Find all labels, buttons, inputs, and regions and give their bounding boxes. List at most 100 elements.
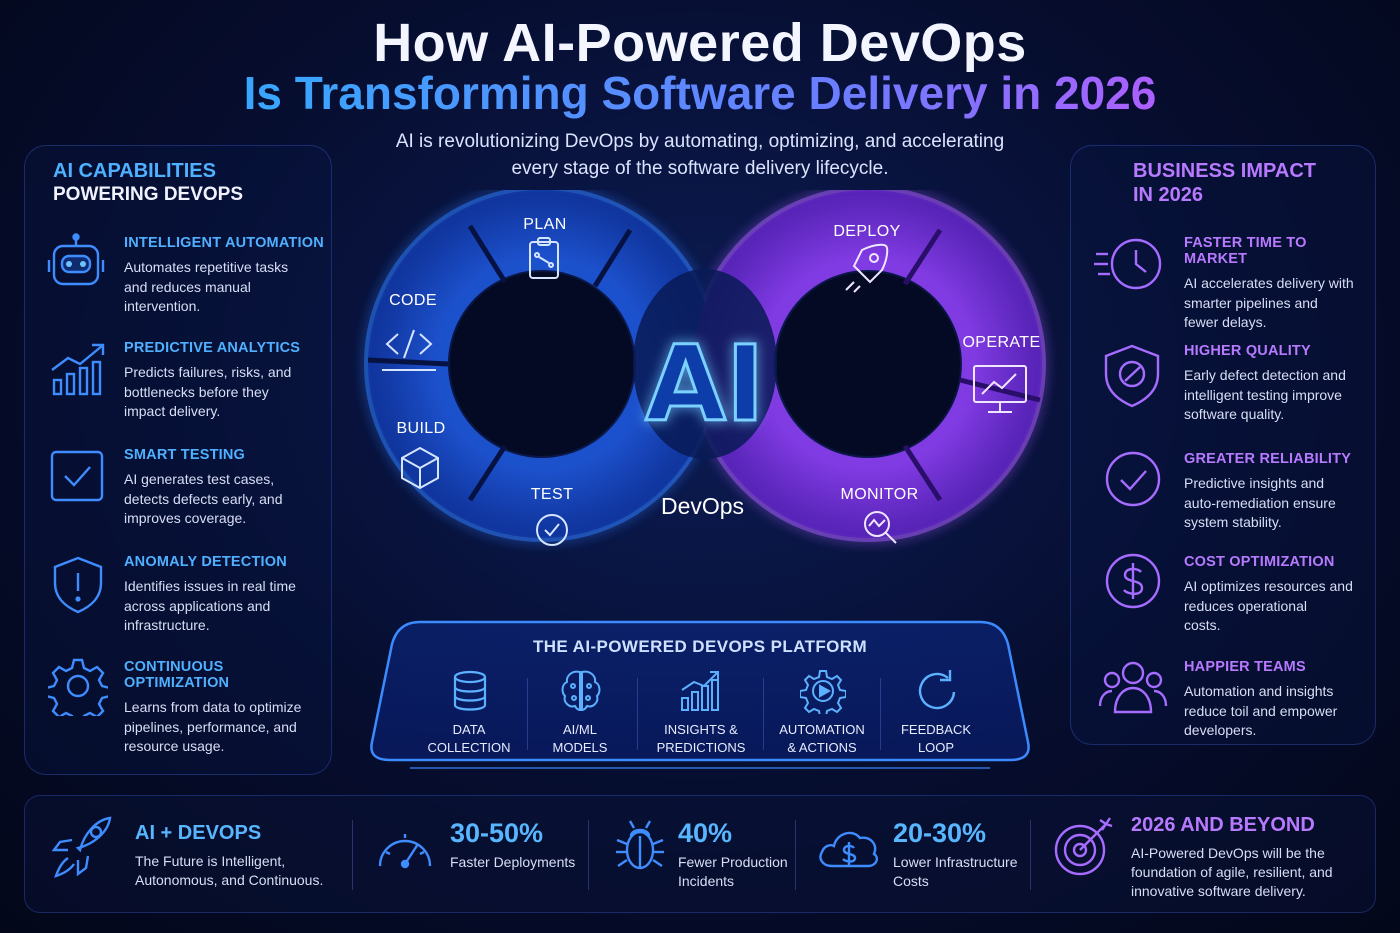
- capability-title: Predictive Analytics: [124, 340, 301, 356]
- right-panel-subheading: IN 2026: [1133, 184, 1204, 206]
- capability-title: Intelligent Automation: [124, 235, 324, 251]
- stat-label: Lower Infrastructure: [893, 854, 1018, 870]
- shield-alert-icon: [53, 556, 103, 614]
- desc-line: software quality.: [1184, 406, 1285, 422]
- impact-faster-time-to-market: Faster Time to Market AI accelerates del…: [1184, 235, 1369, 333]
- stat-fewer-incidents: 40% Fewer Production Incidents: [678, 818, 793, 891]
- impact-happier-teams: Happier Teams Automation and insights re…: [1184, 659, 1369, 741]
- impact-title: Faster Time to Market: [1184, 235, 1307, 267]
- capability-title: Smart Testing: [124, 447, 246, 463]
- stage-deploy-label: DEPLOY: [833, 223, 901, 240]
- page-subtitle-heading: Is Transforming Software Delivery in 202…: [0, 66, 1400, 120]
- impact-title: Cost Optimization: [1184, 554, 1335, 570]
- desc-line: Early defect detection and: [1184, 367, 1346, 383]
- gear-icon: [48, 658, 108, 716]
- stat-faster-deployments: 30-50% Faster Deployments: [450, 818, 585, 872]
- desc-line: smarter pipelines and: [1184, 294, 1318, 311]
- platform-item-data-collection: DATA COLLECTION: [414, 721, 524, 757]
- ai-devops-title: AI + DEVOPS: [135, 822, 262, 844]
- impact-greater-reliability: Greater Reliability Predictive insights …: [1184, 451, 1369, 533]
- platform-item-line: DATA: [452, 722, 486, 737]
- ai-devops-line: Autonomous, and Continuous.: [135, 872, 324, 888]
- impact-title: Happier Teams: [1184, 659, 1306, 675]
- capability-desc: AI generates test cases, detects defects…: [124, 470, 324, 529]
- page-title: How AI-Powered DevOps: [373, 13, 1027, 73]
- stat-label: Costs: [893, 873, 929, 889]
- gauge-icon: [378, 834, 432, 869]
- desc-line: bottlenecks before they: [124, 383, 269, 400]
- ai-devops-line: The Future is Intelligent,: [135, 853, 286, 869]
- platform-item-automation: AUTOMATION & ACTIONS: [766, 721, 878, 757]
- capability-predictive-analytics: Predictive Analytics Predicts failures, …: [124, 340, 324, 422]
- impact-desc: AI accelerates delivery with smarter pip…: [1184, 274, 1369, 333]
- desc-line: pipelines, performance, and: [124, 718, 297, 735]
- dollar-circle-icon: [1105, 553, 1161, 609]
- stat-value: 20-30%: [893, 818, 987, 848]
- impact-desc: Early defect detection and intelligent t…: [1184, 366, 1369, 425]
- bottom-stats-band: [24, 795, 1376, 913]
- future-outlook: 2026 AND BEYOND AI-Powered DevOps will b…: [1131, 814, 1371, 901]
- stat-label: Incidents: [678, 873, 735, 889]
- platform-title: THE AI-POWERED DEVOPS PLATFORM: [532, 637, 868, 656]
- platform-item-insights: INSIGHTS & PREDICTIONS: [641, 721, 761, 757]
- impact-cost-optimization: Cost Optimization AI optimizes resources…: [1184, 554, 1369, 636]
- right-panel-heading: BUSINESS IMPACT: [1133, 160, 1316, 182]
- capability-title: Anomaly Detection: [124, 554, 287, 570]
- platform-item-line: PREDICTIONS: [656, 740, 746, 755]
- platform-panel: [370, 620, 1030, 769]
- build-icon: [401, 446, 439, 490]
- platform-item-line: AI/ML: [563, 722, 597, 737]
- impact-higher-quality: Higher Quality Early defect detection an…: [1184, 343, 1369, 425]
- left-panel-subheading: POWERING DEVOPS: [53, 184, 244, 205]
- stat-lower-infrastructure-costs: 20-30% Lower Infrastructure Costs: [893, 818, 1028, 891]
- band-divider: [588, 820, 589, 890]
- desc-line: reduces operational: [1184, 597, 1307, 614]
- gear-play-icon: [800, 670, 846, 714]
- stat-label: Faster Deployments: [450, 854, 576, 870]
- robot-icon: [47, 233, 105, 286]
- future-line: foundation of agile, resilient, and: [1131, 864, 1333, 880]
- refresh-icon: [918, 670, 956, 710]
- platform-item-line: INSIGHTS &: [664, 722, 738, 737]
- right-loop-hole: [776, 272, 960, 456]
- capability-intelligent-automation: Intelligent Automation Automates repetit…: [124, 235, 324, 317]
- desc-line: improves coverage.: [124, 510, 247, 526]
- desc-line: Learns from data to optimize: [124, 699, 302, 715]
- desc-line: detects defects early, and: [124, 490, 283, 507]
- future-line: innovative software delivery.: [1131, 883, 1306, 899]
- desc-line: infrastructure.: [124, 617, 210, 633]
- band-divider: [795, 820, 796, 890]
- platform-item-line: FEEDBACK: [900, 722, 972, 737]
- platform-item-ai-ml-models: AI/ML MODELS: [530, 721, 630, 757]
- check-circle-icon: [1105, 451, 1161, 507]
- database-icon: [453, 670, 487, 711]
- capability-desc: Identifies issues in real time across ap…: [124, 577, 324, 636]
- code-icon: [382, 329, 436, 371]
- devops-infinity-loop: AI: [364, 190, 1046, 546]
- analytics-icon: [51, 343, 105, 396]
- plan-icon: [529, 237, 559, 279]
- platform-divider: [880, 678, 881, 750]
- future-line: AI-Powered DevOps will be the: [1131, 845, 1325, 861]
- desc-line: fewer delays.: [1184, 314, 1267, 330]
- right-loop-ring: [694, 190, 1043, 538]
- desc-line: costs.: [1184, 617, 1221, 633]
- desc-line: developers.: [1184, 722, 1257, 738]
- desc-line: intelligent testing improve: [1184, 386, 1342, 403]
- desc-line: and reduces manual: [124, 278, 251, 295]
- capability-desc: Learns from data to optimize pipelines, …: [124, 698, 329, 757]
- platform-item-feedback-loop: FEEDBACK LOOP: [884, 721, 988, 757]
- desc-line: intervention.: [124, 298, 201, 314]
- stat-value: 40%: [678, 818, 733, 848]
- desc-line: Automation and insights: [1184, 683, 1334, 699]
- desc-line: system stability.: [1184, 514, 1282, 530]
- impact-desc: AI optimizes resources and reduces opera…: [1184, 577, 1369, 636]
- ai-center-text: AI: [645, 323, 764, 445]
- bug-icon: [616, 820, 664, 870]
- desc-line: Predictive insights and: [1184, 475, 1325, 491]
- ai-capabilities-panel: [24, 145, 332, 775]
- desc-line: across applications and: [124, 597, 271, 614]
- left-panel-heading: AI CAPABILITIES: [53, 160, 216, 182]
- stage-code-label: CODE: [389, 292, 437, 309]
- band-divider: [352, 820, 353, 890]
